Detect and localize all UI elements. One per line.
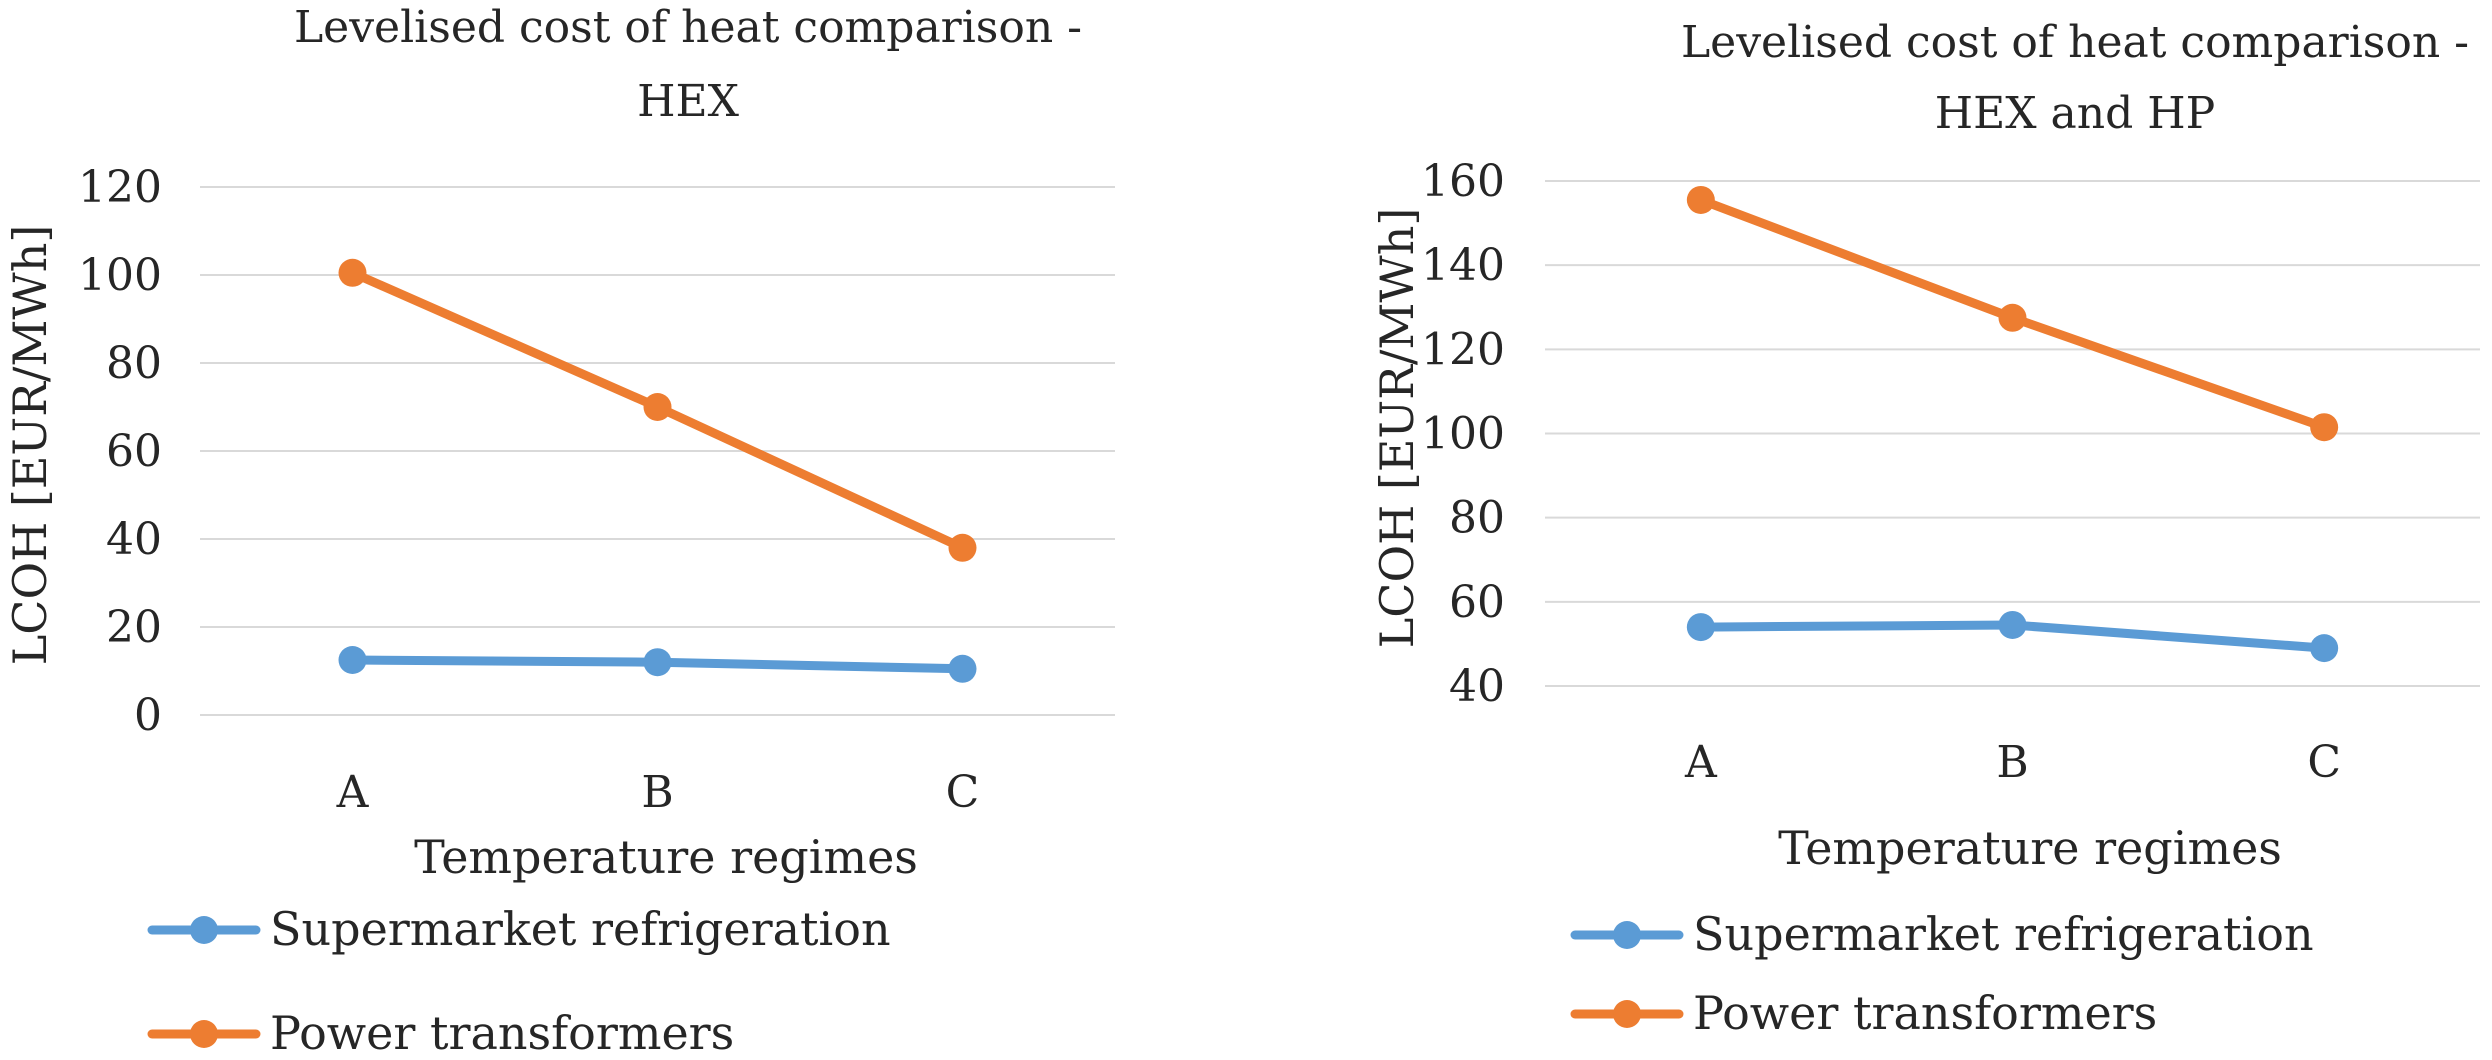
- x-tick-label: A: [336, 767, 370, 818]
- y-tick-label: 120: [78, 162, 162, 213]
- y-tick-labels: 40 60 80 100 120 140 160: [1421, 156, 1505, 712]
- series-supermarket-refrigeration: [1686, 610, 2339, 663]
- series-power-transformers: [1686, 185, 2339, 442]
- gridlines: [1545, 180, 2480, 687]
- legend-label: Supermarket refrigeration: [1693, 907, 2314, 961]
- legend-entry-power-transformers: Power transformers: [1570, 986, 2157, 1040]
- y-tick-label: 100: [78, 250, 162, 301]
- legend-swatch-marker: [1613, 1000, 1641, 1028]
- legend-entry-supermarket-refrigeration: Supermarket refrigeration: [147, 902, 891, 956]
- legend-entry-supermarket-refrigeration: Supermarket refrigeration: [1570, 907, 2314, 961]
- data-point: [643, 393, 672, 421]
- x-tick-label: A: [1684, 737, 1718, 788]
- data-point: [1686, 613, 1715, 642]
- gridlines: [200, 186, 1115, 716]
- y-tick-label: 40: [106, 514, 162, 565]
- y-tick-label: 0: [134, 690, 162, 741]
- legend-swatch-marker: [1613, 921, 1641, 949]
- y-axis-title: LCOH [EUR/MWh]: [3, 225, 57, 666]
- y-tick-label: 60: [1449, 577, 1505, 628]
- chart-title-line-2: HEX and HP: [1935, 88, 2216, 139]
- y-tick-label: 160: [1421, 156, 1505, 207]
- data-point: [1686, 185, 1715, 214]
- data-point: [1998, 303, 2027, 332]
- y-tick-label: 60: [106, 426, 162, 477]
- x-axis-title: Temperature regimes: [1778, 821, 2282, 875]
- legend-entry-power-transformers: Power transformers: [147, 1006, 734, 1060]
- y-tick-labels: 0 20 40 60 80 100 120: [78, 162, 162, 741]
- legend-label: Power transformers: [270, 1006, 734, 1060]
- chart-title-line-1: Levelised cost of heat comparison -: [294, 2, 1082, 53]
- y-tick-label: 120: [1421, 324, 1505, 375]
- chart-title-line-1: Levelised cost of heat comparison -: [1681, 17, 2469, 68]
- legend: Supermarket refrigeration Power transform…: [1570, 907, 2314, 1040]
- legend-swatch-marker: [190, 916, 218, 944]
- data-point: [2310, 413, 2339, 442]
- data-point: [1998, 610, 2027, 639]
- y-tick-label: 140: [1421, 240, 1505, 291]
- y-tick-label: 40: [1449, 661, 1505, 712]
- series-layer: [338, 258, 977, 683]
- legend-label: Supermarket refrigeration: [270, 902, 891, 956]
- y-tick-label: 100: [1421, 409, 1505, 460]
- series-power-transformers: [338, 258, 977, 562]
- series-supermarket-refrigeration: [338, 646, 977, 683]
- x-tick-labels: A B C: [1684, 737, 2341, 788]
- x-tick-label: B: [641, 767, 673, 818]
- x-tick-labels: A B C: [336, 767, 980, 818]
- series-layer: [1686, 185, 2339, 663]
- chart-lcoh-hex: Levelised cost of heat comparison - HEX …: [3, 2, 1115, 1060]
- data-point: [643, 648, 672, 677]
- y-tick-label: 80: [106, 338, 162, 389]
- legend-label: Power transformers: [1693, 986, 2157, 1040]
- legend-swatch-marker: [190, 1020, 218, 1048]
- y-tick-label: 80: [1449, 493, 1505, 544]
- x-tick-label: B: [1996, 737, 2028, 788]
- x-axis-title: Temperature regimes: [414, 830, 918, 884]
- data-point: [948, 654, 977, 683]
- chart-lcoh-hex-and-hp: Levelised cost of heat comparison - HEX …: [1370, 17, 2480, 1040]
- x-tick-label: C: [2307, 737, 2341, 788]
- data-point: [338, 258, 367, 287]
- data-point: [948, 533, 977, 562]
- y-tick-label: 20: [106, 602, 162, 653]
- y-axis-title: LCOH [EUR/MWh]: [1370, 208, 1424, 649]
- x-tick-label: C: [946, 767, 980, 818]
- legend: Supermarket refrigeration Power transform…: [147, 902, 891, 1060]
- chart-title-line-2: HEX: [637, 76, 739, 127]
- data-point: [2310, 634, 2339, 663]
- data-point: [338, 646, 367, 674]
